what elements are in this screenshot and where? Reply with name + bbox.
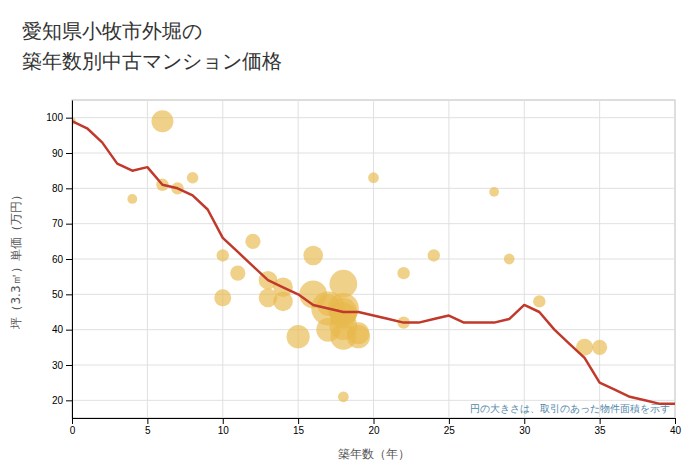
x-tick: 0 bbox=[70, 418, 76, 436]
grid-line bbox=[72, 223, 675, 224]
tick-mark bbox=[66, 153, 72, 154]
tick-mark bbox=[675, 418, 676, 424]
y-tick: 100 bbox=[46, 112, 72, 123]
annotation: 円の大きさは、取引のあった物件面積を示す bbox=[470, 403, 670, 414]
bubble bbox=[230, 266, 245, 281]
bubble bbox=[273, 292, 293, 312]
tick-mark bbox=[374, 418, 375, 424]
bubble bbox=[245, 234, 260, 249]
tick-label: 15 bbox=[293, 425, 305, 436]
tick-mark bbox=[66, 188, 72, 189]
tick-label: 20 bbox=[52, 395, 64, 406]
tick-label: 35 bbox=[595, 425, 607, 436]
tick-label: 80 bbox=[52, 183, 64, 194]
x-tick: 15 bbox=[293, 418, 305, 436]
bubble bbox=[151, 110, 173, 132]
y-axis-title: 坪（3.3㎡）単価（万円） bbox=[9, 189, 23, 329]
tick-label: 0 bbox=[70, 425, 76, 436]
tick-mark bbox=[449, 418, 450, 424]
tick-mark bbox=[147, 418, 148, 424]
bubble bbox=[187, 172, 199, 184]
tick-label: 30 bbox=[52, 360, 64, 371]
tick-label: 25 bbox=[444, 425, 456, 436]
tick-label: 50 bbox=[52, 289, 64, 300]
tick-label: 100 bbox=[46, 112, 63, 123]
tick-label: 30 bbox=[519, 425, 531, 436]
scatter-series bbox=[72, 110, 607, 402]
grid-line bbox=[72, 153, 675, 154]
x-axis: 0 5 10 15 20 25 30 35 40 bbox=[70, 418, 682, 436]
plot-frame bbox=[72, 100, 675, 418]
axis-line bbox=[72, 101, 73, 419]
bubble bbox=[504, 254, 515, 265]
grid-line bbox=[72, 365, 675, 366]
y-tick: 80 bbox=[52, 183, 72, 194]
bubble bbox=[397, 267, 409, 279]
grid-line bbox=[72, 329, 675, 330]
chart: 0 5 10 15 20 25 30 35 40 20 30 40 50 60 70 80 90 100 愛知県小牧… bbox=[0, 0, 700, 470]
bubble bbox=[347, 325, 370, 348]
bubble bbox=[428, 249, 440, 261]
tick-mark bbox=[72, 418, 73, 424]
y-tick: 40 bbox=[52, 324, 72, 335]
tick-label: 70 bbox=[52, 218, 64, 229]
tick-mark bbox=[66, 224, 72, 225]
grid-line bbox=[72, 400, 675, 401]
tick-mark bbox=[600, 418, 601, 424]
y-axis: 20 30 40 50 60 70 80 90 100 bbox=[46, 101, 72, 419]
tick-mark bbox=[66, 259, 72, 260]
y-tick: 70 bbox=[52, 218, 72, 229]
grid bbox=[72, 100, 675, 418]
y-tick: 30 bbox=[52, 360, 72, 371]
tick-label: 10 bbox=[218, 425, 230, 436]
tick-mark bbox=[524, 418, 525, 424]
bubble bbox=[329, 270, 357, 298]
bubble bbox=[489, 187, 499, 197]
x-tick: 35 bbox=[595, 418, 607, 436]
tick-mark bbox=[223, 418, 224, 424]
bubble bbox=[127, 194, 137, 204]
tick-mark bbox=[66, 365, 72, 366]
y-tick: 50 bbox=[52, 289, 72, 300]
tick-label: 40 bbox=[52, 324, 64, 335]
y-tick: 90 bbox=[52, 148, 72, 159]
y-tick: 60 bbox=[52, 254, 72, 265]
bubble bbox=[338, 391, 349, 402]
x-tick: 30 bbox=[519, 418, 531, 436]
grid-line bbox=[72, 259, 675, 260]
tick-mark bbox=[66, 118, 72, 119]
x-tick: 40 bbox=[670, 418, 682, 436]
y-tick: 20 bbox=[52, 395, 72, 406]
x-tick: 5 bbox=[145, 418, 151, 436]
grid-line bbox=[72, 294, 675, 295]
tick-mark bbox=[66, 400, 72, 401]
title: 愛知県小牧市外堀の bbox=[22, 19, 202, 43]
marks bbox=[72, 110, 675, 404]
tick-mark bbox=[66, 330, 72, 331]
tick-label: 20 bbox=[368, 425, 380, 436]
bubble bbox=[368, 172, 379, 183]
x-tick: 25 bbox=[444, 418, 456, 436]
x-tick: 10 bbox=[218, 418, 230, 436]
x-axis-title: 築年数（年） bbox=[338, 447, 410, 461]
x-tick: 20 bbox=[368, 418, 380, 436]
line bbox=[72, 121, 675, 404]
tick-label: 5 bbox=[145, 425, 151, 436]
bubble bbox=[533, 295, 545, 307]
bubble bbox=[214, 289, 231, 306]
bubble bbox=[303, 246, 323, 266]
tick-label: 90 bbox=[52, 148, 64, 159]
bubble bbox=[287, 325, 310, 348]
bubble bbox=[592, 340, 607, 355]
tick-mark bbox=[66, 294, 72, 295]
tick-label: 60 bbox=[52, 254, 64, 265]
tick-mark bbox=[298, 418, 299, 424]
subtitle: 築年数別中古マンション価格 bbox=[22, 49, 282, 73]
tick-label: 40 bbox=[670, 425, 682, 436]
bubble bbox=[217, 249, 229, 261]
